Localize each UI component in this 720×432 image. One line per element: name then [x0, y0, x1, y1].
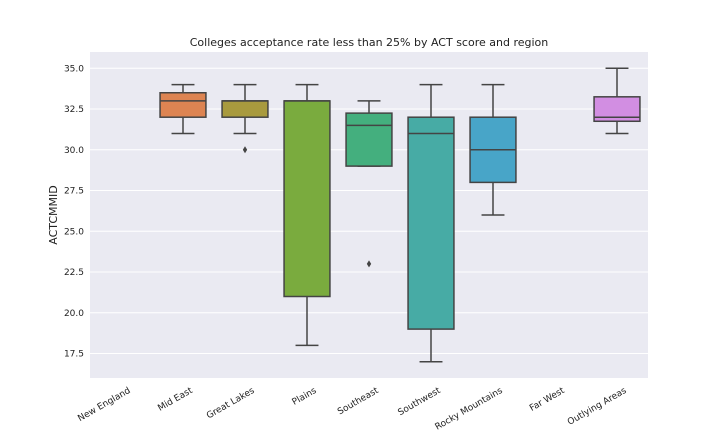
outlier-point	[242, 146, 248, 154]
y-tick-label: 17.5	[64, 350, 84, 360]
box-southwest	[407, 83, 455, 363]
outlier-point	[366, 260, 372, 268]
box-outlying-areas	[593, 67, 641, 135]
x-tick-label: Great Lakes	[205, 386, 257, 422]
y-axis-label: ACTCMMID	[47, 185, 60, 244]
box-great-lakes	[221, 83, 269, 154]
y-tick-label: 20.0	[64, 309, 84, 319]
chart-title: Colleges acceptance rate less than 25% b…	[190, 36, 549, 49]
iqr-box	[407, 116, 455, 330]
box-series	[159, 67, 641, 363]
x-tick-label: Mid East	[156, 386, 195, 414]
iqr-box	[345, 112, 393, 167]
x-tick-label: Plains	[291, 386, 319, 408]
x-tick-label: Outlying Areas	[566, 386, 629, 428]
iqr-box	[221, 100, 269, 118]
box-plains	[283, 83, 331, 347]
x-tick-label: Southwest	[397, 386, 443, 419]
y-tick-label: 30.0	[64, 146, 84, 156]
x-tick-label: Far West	[528, 386, 567, 414]
iqr-box	[159, 92, 207, 118]
y-tick-labels: 17.5 20.0 22.5 25.0 27.5 30.0 32.5 35.0	[64, 64, 84, 359]
iqr-box	[283, 100, 331, 298]
box-southeast	[345, 100, 393, 268]
x-tick-labels: New England Mid East Great Lakes Plains Sout…	[76, 386, 628, 432]
y-tick-label: 35.0	[64, 64, 84, 74]
x-tick-label: New England	[76, 386, 132, 424]
x-tick-label: Southeast	[336, 386, 381, 418]
y-tick-label: 22.5	[64, 268, 84, 278]
box-rocky-mountains	[469, 83, 517, 216]
y-tick-label: 32.5	[64, 105, 84, 115]
y-tick-label: 27.5	[64, 187, 84, 197]
box-mid-east	[159, 83, 207, 135]
x-tick-label: Rocky Mountains	[434, 386, 505, 432]
y-tick-label: 25.0	[64, 227, 84, 237]
